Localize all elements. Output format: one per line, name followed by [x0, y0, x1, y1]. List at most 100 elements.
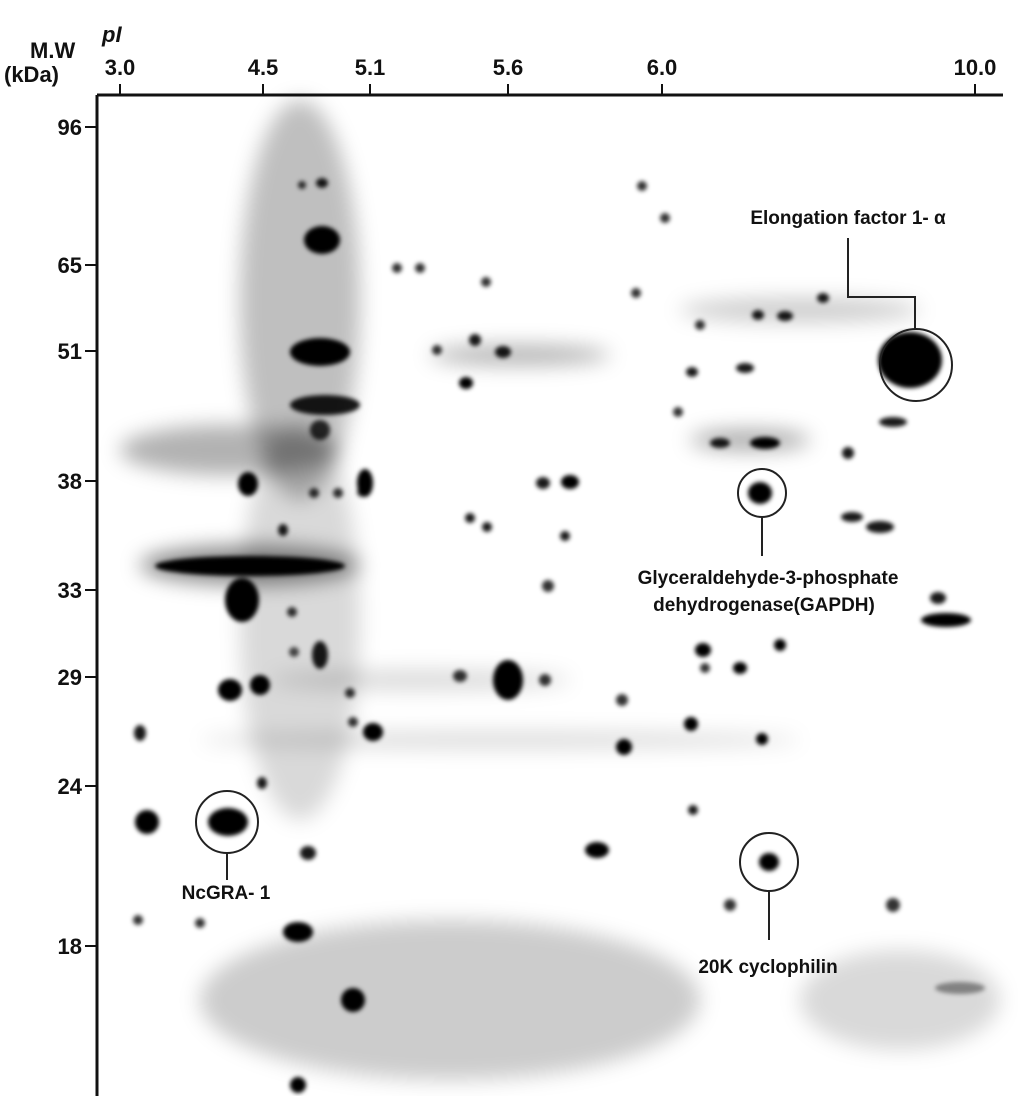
annotation-label: Elongation factor 1- α — [750, 208, 946, 229]
gel-spot — [688, 805, 698, 815]
gel-spot — [684, 717, 698, 731]
annotation-label: Glyceraldehyde-3-phosphate — [638, 568, 899, 589]
x-tick-label: 10.0 — [954, 55, 997, 80]
gel-spot — [585, 842, 609, 858]
gel-spot — [312, 641, 328, 669]
gel-spot — [348, 717, 358, 727]
gel-spot — [333, 488, 343, 498]
x-tick-label: 6.0 — [647, 55, 678, 80]
gel-spot — [695, 320, 705, 330]
gel-smear — [800, 950, 1000, 1050]
gel-smear — [200, 732, 800, 748]
y-tick-label: 24 — [58, 774, 83, 799]
gel-smear — [240, 420, 360, 820]
gel-spot — [283, 922, 313, 942]
y-tick-label: 96 — [58, 115, 82, 140]
gel-spot — [290, 338, 350, 366]
gel-spot — [482, 522, 492, 532]
gel-spot — [316, 178, 328, 188]
gel-spot — [759, 853, 779, 871]
gel-spot — [561, 475, 579, 489]
gel-spot — [278, 524, 288, 536]
gel-spot — [465, 513, 475, 523]
gel-spot — [415, 263, 425, 273]
gel-spot — [298, 181, 306, 189]
y-axis-title: (kDa) — [4, 62, 59, 87]
gel-spot — [841, 512, 863, 522]
gel-smear — [270, 670, 570, 690]
x-tick-label: 3.0 — [105, 55, 136, 80]
gel-smear — [690, 430, 810, 450]
annotation-label: dehydrogenase(GAPDH) — [653, 595, 875, 616]
gel-spot — [133, 915, 143, 925]
gel-spot — [750, 437, 780, 449]
annotation-label: NcGRA- 1 — [182, 883, 271, 904]
gel-spot — [631, 288, 641, 298]
gel-spot — [777, 311, 793, 321]
gel-spot — [290, 1077, 306, 1093]
y-tick-label: 38 — [58, 469, 82, 494]
x-tick-label: 5.6 — [493, 55, 524, 80]
gel-smear — [430, 345, 610, 365]
gel-spot — [756, 733, 768, 745]
axis-ticks: 3.0 4.5 5.1 5.6 6.0 10.0 96 65 51 38 33 29 24 18 — [58, 55, 997, 959]
gel-spot — [695, 643, 711, 657]
gel-spot — [495, 346, 511, 358]
gel-spot — [304, 226, 340, 254]
gel-spot — [748, 482, 772, 504]
x-tick-label: 5.1 — [355, 55, 386, 80]
gel-spot — [453, 670, 467, 682]
gel-spot — [866, 521, 894, 533]
gel-spot — [686, 367, 698, 377]
gel-spot — [459, 377, 473, 389]
x-axis-title: pI — [101, 22, 122, 47]
gel-spot — [238, 472, 258, 496]
gel-spot — [257, 777, 267, 789]
gel-spot — [710, 438, 730, 448]
gel-spot — [493, 660, 523, 700]
gel-spot — [921, 613, 971, 627]
gel-spot — [774, 639, 786, 651]
gel-spot — [878, 332, 942, 388]
annotation-markers — [195, 238, 953, 940]
gel-spot — [300, 846, 316, 860]
gel-spot — [930, 592, 946, 604]
gel-spot — [309, 488, 319, 498]
gel-spot — [700, 663, 710, 673]
gel-spot — [616, 694, 628, 706]
gel-spot — [542, 580, 554, 592]
gel-smear — [200, 920, 700, 1080]
gel-smear — [680, 298, 920, 322]
gel-frame — [95, 93, 1003, 1096]
gel-spot — [481, 277, 491, 287]
gel-spot — [817, 293, 829, 303]
gel-spot — [432, 345, 442, 355]
gel-spots — [133, 178, 985, 1093]
gel-spot — [536, 477, 550, 489]
gel-spot — [392, 263, 402, 273]
x-tick-label: 4.5 — [248, 55, 279, 80]
y-tick-label: 29 — [58, 665, 82, 690]
gel-spot — [290, 395, 360, 415]
gel-spot — [155, 556, 345, 576]
gel-spot — [218, 679, 242, 701]
gel-spot — [135, 810, 159, 834]
y-tick-label: 33 — [58, 578, 82, 603]
gel-spot — [879, 417, 907, 427]
gel-spot — [225, 578, 259, 622]
gel-spot — [637, 181, 647, 191]
gel-spot — [673, 407, 683, 417]
gel-spot — [935, 982, 985, 994]
gel-spot — [616, 739, 632, 755]
gel-spot — [208, 808, 248, 836]
gel-spot — [560, 531, 570, 541]
gel-spot — [195, 918, 205, 928]
y-tick-label: 18 — [58, 934, 82, 959]
gel-spot — [752, 310, 764, 320]
gel-spot — [250, 675, 270, 695]
gel-spot — [660, 213, 670, 223]
gel-spot — [341, 988, 365, 1012]
y-axis-title: M.W — [30, 38, 75, 63]
gel-spot — [287, 607, 297, 617]
